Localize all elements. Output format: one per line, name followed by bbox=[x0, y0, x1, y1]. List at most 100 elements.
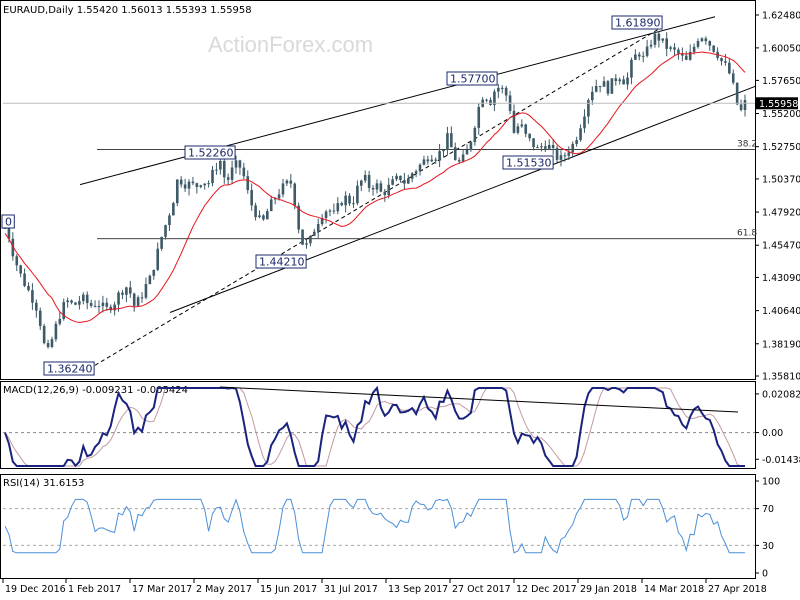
candle-body bbox=[11, 238, 15, 257]
price-annotation-label: 1.36240 bbox=[47, 363, 93, 376]
candle-body bbox=[430, 159, 434, 162]
candle-body bbox=[332, 210, 336, 212]
candle-body bbox=[183, 184, 187, 189]
candle-body bbox=[563, 155, 567, 157]
date-tick-label: 29 Jan 2018 bbox=[580, 584, 637, 595]
date-tick-label: 15 Jun 2017 bbox=[260, 584, 317, 595]
candle-body bbox=[35, 302, 38, 311]
candle-body bbox=[536, 147, 539, 149]
candle-body bbox=[387, 184, 391, 196]
candle-body bbox=[450, 133, 453, 148]
candle-body bbox=[113, 304, 116, 311]
chart-header: EURAUD,Daily 1.55420 1.56013 1.55393 1.5… bbox=[3, 5, 252, 16]
rsi-tick-label: 30 bbox=[762, 541, 774, 552]
candle-body bbox=[222, 160, 226, 178]
date-tick-label: 13 Sep 2017 bbox=[388, 584, 448, 595]
candle-body bbox=[399, 175, 402, 181]
candle-body bbox=[477, 106, 481, 128]
macd-tick-label: 0.00 bbox=[762, 428, 783, 439]
macd-label: MACD(12,26,9) -0.009231 -0.005424 bbox=[3, 385, 188, 396]
macd-tick-label: -0.014386 bbox=[762, 455, 800, 466]
candle-body bbox=[191, 181, 195, 184]
candle-body bbox=[305, 243, 308, 245]
candle-body bbox=[285, 180, 289, 184]
candle-body bbox=[74, 302, 77, 305]
candle-body bbox=[571, 143, 575, 153]
candle-body bbox=[665, 38, 668, 49]
candle-body bbox=[614, 78, 618, 82]
candle-body bbox=[207, 183, 210, 185]
candle-body bbox=[136, 297, 140, 306]
candle-body bbox=[426, 159, 430, 162]
candle-body bbox=[93, 305, 97, 307]
candle-body bbox=[559, 155, 563, 160]
price-annotation-label: 1.44210 bbox=[259, 256, 305, 269]
lower-channel-line bbox=[169, 86, 756, 313]
candle-body bbox=[172, 203, 175, 216]
candle-body bbox=[230, 167, 234, 180]
candle-body bbox=[743, 99, 747, 110]
candle-body bbox=[19, 265, 22, 274]
candle-body bbox=[82, 294, 85, 302]
candle-body bbox=[712, 45, 715, 52]
candle-body bbox=[649, 44, 653, 47]
candle-body bbox=[340, 203, 344, 206]
price-annotation-box bbox=[502, 155, 554, 170]
candle-body bbox=[395, 175, 398, 180]
candle-body bbox=[125, 287, 128, 295]
candle-body bbox=[164, 225, 167, 237]
price-tick-label: 1.35810 bbox=[762, 372, 800, 383]
price-tick-label: 1.62480 bbox=[762, 11, 800, 22]
candle-body bbox=[728, 62, 731, 74]
candle-body bbox=[234, 160, 238, 168]
candle-body bbox=[101, 302, 105, 307]
price-annotation-label: 1.51530 bbox=[506, 157, 552, 170]
candle-body bbox=[31, 290, 34, 303]
candle-body bbox=[273, 198, 277, 200]
date-tick-label: 19 Dec 2016 bbox=[5, 584, 66, 595]
candle-body bbox=[46, 343, 50, 347]
rsi-tick-label: 100 bbox=[762, 477, 780, 488]
candle-body bbox=[359, 180, 363, 186]
candle-body bbox=[567, 152, 571, 156]
candle-body bbox=[148, 275, 152, 285]
candle-body bbox=[681, 53, 684, 56]
candle-body bbox=[254, 205, 257, 218]
price-tick-label: 1.38190 bbox=[762, 339, 800, 350]
candle-body bbox=[128, 287, 132, 294]
candle-body bbox=[403, 180, 406, 184]
candle-body bbox=[66, 300, 69, 303]
candle-body bbox=[504, 87, 508, 96]
candle-body bbox=[442, 149, 445, 152]
candle-body bbox=[500, 87, 504, 89]
candle-body bbox=[669, 47, 672, 49]
candle-body bbox=[645, 46, 649, 56]
candle-body bbox=[277, 194, 281, 199]
fib-level-label: 61.8 bbox=[737, 229, 757, 239]
candle-body bbox=[78, 301, 81, 305]
candle-body bbox=[516, 126, 520, 133]
date-tick-label: 2 May 2017 bbox=[196, 584, 252, 595]
candle-body bbox=[313, 231, 316, 236]
candle-body bbox=[246, 176, 250, 191]
date-tick-label: 17 Mar 2017 bbox=[132, 584, 192, 595]
candle-body bbox=[117, 292, 120, 305]
candle-body bbox=[38, 310, 42, 326]
candle-body bbox=[684, 55, 688, 60]
candle-body bbox=[602, 81, 606, 87]
candle-body bbox=[328, 210, 332, 212]
candle-body bbox=[62, 302, 66, 319]
candle-body bbox=[293, 183, 297, 206]
candle-body bbox=[160, 236, 163, 249]
candle-body bbox=[512, 110, 516, 133]
price-annotation-box bbox=[184, 145, 236, 160]
candle-body bbox=[352, 203, 355, 205]
price-tick-label: 1.50370 bbox=[762, 174, 800, 185]
price-annotation-label: 1.61890 bbox=[615, 17, 661, 30]
candle-body bbox=[544, 146, 547, 149]
candle-body bbox=[657, 33, 661, 41]
candle-body bbox=[587, 100, 590, 117]
candle-body bbox=[708, 41, 712, 46]
macd-divergence-line bbox=[219, 386, 739, 413]
candle-body bbox=[242, 167, 246, 177]
